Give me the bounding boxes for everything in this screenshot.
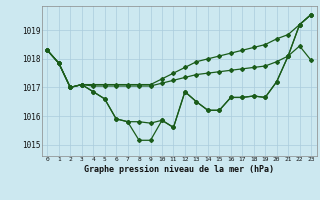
X-axis label: Graphe pression niveau de la mer (hPa): Graphe pression niveau de la mer (hPa) — [84, 165, 274, 174]
